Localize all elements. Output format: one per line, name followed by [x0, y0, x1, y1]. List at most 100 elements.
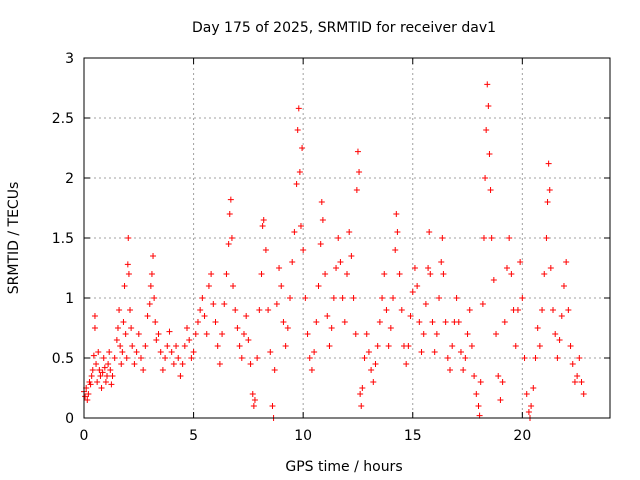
data-point [225, 241, 232, 247]
data-point [122, 331, 129, 337]
data-point [304, 331, 311, 337]
data-point [477, 379, 484, 385]
y-tick-label: 1.5 [52, 231, 74, 247]
data-point [444, 355, 451, 361]
data-point [108, 381, 115, 388]
data-point [247, 361, 254, 367]
data-point [144, 313, 151, 319]
data-point [556, 337, 563, 343]
data-point [278, 283, 285, 289]
data-point [576, 355, 583, 361]
y-tick-label: 2.5 [52, 111, 74, 127]
data-point [98, 385, 105, 391]
data-point [541, 271, 548, 277]
data-point [483, 127, 490, 133]
data-point [256, 307, 263, 313]
data-point [293, 181, 300, 187]
data-point [221, 301, 228, 307]
data-point [438, 259, 445, 265]
data-point [486, 151, 493, 157]
data-point [580, 391, 587, 397]
data-point [118, 361, 125, 367]
data-point [341, 319, 348, 325]
data-point [203, 331, 210, 337]
data-point [94, 379, 101, 385]
axis-ticks: 0 0.5 1 1.5 2 2.5 3 0 5 10 15 20 [52, 51, 610, 444]
data-point [155, 331, 162, 337]
data-point [205, 283, 212, 289]
data-point [258, 271, 265, 277]
data-point [173, 343, 180, 349]
data-point [425, 265, 432, 271]
data-point [530, 385, 537, 391]
data-point [365, 349, 372, 355]
data-point [306, 355, 313, 361]
data-point [177, 373, 184, 379]
data-point [328, 325, 335, 331]
y-tick-label: 0 [65, 411, 74, 427]
data-point [416, 319, 423, 325]
data-point [403, 361, 410, 367]
data-point [418, 349, 425, 355]
data-point [190, 349, 197, 355]
data-point [393, 211, 400, 217]
data-point [251, 397, 258, 403]
data-point [133, 349, 140, 355]
data-point [315, 283, 322, 289]
data-point [493, 331, 500, 337]
data-point [547, 265, 554, 271]
data-point [96, 367, 103, 373]
data-point [84, 397, 91, 403]
data-point [514, 307, 521, 313]
data-point [210, 301, 217, 307]
data-point [124, 261, 131, 268]
data-point [543, 235, 550, 241]
data-point [440, 271, 447, 277]
data-point [554, 355, 561, 361]
data-point [546, 187, 553, 193]
data-point [120, 319, 127, 325]
data-point [135, 331, 142, 337]
data-point [201, 313, 208, 319]
data-point [497, 397, 504, 403]
data-point [109, 373, 116, 379]
data-point [372, 361, 379, 367]
data-point [267, 349, 274, 355]
data-point [429, 319, 436, 325]
data-points [81, 81, 587, 421]
data-point [324, 313, 331, 319]
data-point [337, 259, 344, 265]
data-point [184, 325, 191, 331]
data-point [299, 145, 306, 151]
data-point [297, 223, 304, 229]
data-point [157, 349, 164, 355]
data-point [151, 295, 158, 301]
x-tick-label: 0 [80, 428, 89, 444]
data-point [152, 319, 159, 325]
data-point [385, 343, 392, 349]
data-point [333, 265, 340, 271]
data-point [499, 379, 506, 385]
data-point [230, 283, 237, 289]
data-point [501, 319, 508, 325]
data-point [97, 373, 104, 379]
data-point [282, 343, 289, 349]
data-point [354, 148, 361, 155]
data-point [326, 343, 333, 349]
data-point [462, 355, 469, 361]
data-point [567, 343, 574, 349]
data-point [396, 271, 403, 277]
data-point [464, 331, 471, 337]
data-point [300, 247, 307, 253]
data-point [565, 307, 572, 313]
y-axis-label: SRMTID / TECUs [6, 182, 22, 295]
data-point [238, 355, 245, 361]
data-point [383, 307, 390, 313]
data-point [405, 343, 412, 349]
data-point [302, 295, 309, 301]
data-point [544, 199, 551, 205]
data-point [119, 349, 126, 355]
data-point [88, 373, 95, 379]
x-tick-label: 10 [294, 428, 312, 444]
